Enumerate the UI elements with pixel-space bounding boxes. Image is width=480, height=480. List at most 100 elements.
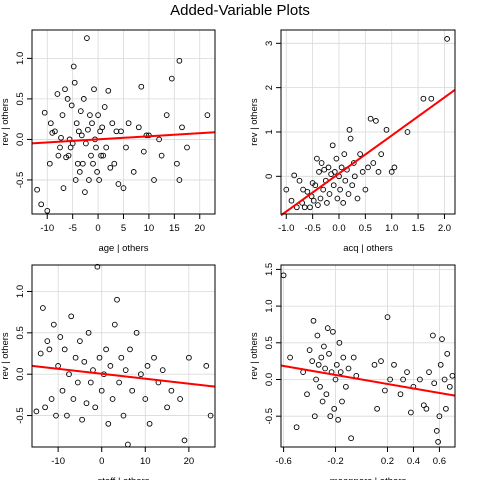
panel-4-data-point-33	[348, 435, 354, 442]
panel-1-data-point-27	[75, 128, 82, 135]
panel-2-data-point-41	[349, 182, 356, 189]
panel-1-data-point-24	[72, 177, 79, 183]
panel-3-data-point-23	[85, 329, 92, 336]
panel-3-data-point-1	[37, 350, 44, 357]
panel-4-data-point-52	[430, 332, 436, 339]
panel-3-data-point-19	[77, 338, 83, 344]
panel-1-data-point-5	[47, 120, 54, 127]
panel-4-data-point-9	[313, 376, 319, 383]
panel-3-data-point-12	[61, 346, 68, 353]
panel-1-y-tick-label-3: 1.0	[15, 52, 26, 65]
panel-2-x-tick-label-0: -1.0	[278, 223, 294, 234]
panel-2-data-point-28	[331, 169, 338, 175]
panel-4-data-point-60	[443, 405, 449, 412]
panel-1-data-point-76	[176, 177, 183, 183]
panel-3-data-point-48	[146, 420, 153, 427]
panel-3-data-point-38	[118, 354, 125, 361]
panel-1-data-point-47	[96, 177, 102, 183]
panel-4-data-point-18	[324, 325, 331, 331]
panel-1-data-point-66	[138, 83, 145, 90]
panel-3-data-point-32	[105, 420, 112, 427]
panel-3-data-point-47	[144, 363, 151, 369]
panel-4-data-point-11	[315, 361, 322, 368]
panel-3-data-point-40	[122, 367, 129, 373]
panel-3-data-point-20	[79, 416, 85, 423]
panel-1-x-tick-label-5: 15	[169, 223, 180, 234]
panel-1-data-point-10	[57, 144, 63, 151]
panel-2-data-point-56	[391, 164, 398, 171]
panel-1-data-point-13	[60, 185, 67, 191]
panel-1-data-point-11	[58, 134, 64, 141]
panel-4-y-tick-label-3: 1.0	[264, 299, 275, 312]
panel-4-data-point-15	[321, 343, 327, 350]
panel-1-data-point-55	[107, 164, 114, 171]
panel-2-x-tick-label-1: -0.5	[304, 223, 320, 234]
panel-3-data-point-41	[125, 441, 131, 448]
panel-3-data-point-31	[103, 346, 109, 353]
panel-1-data-point-20	[68, 102, 75, 109]
panel-3-data-point-10	[57, 334, 64, 340]
panel-2-data-point-17	[317, 195, 324, 202]
panel-2-y-tick-label-3: 3	[264, 41, 275, 46]
panel-3-data-point-17	[72, 354, 79, 361]
panel-1-data-point-67	[140, 148, 147, 155]
panel-3-y-tick-label-2: 0.5	[15, 326, 26, 339]
panel-1-data-point-31	[79, 160, 86, 167]
panel-3-data-point-43	[129, 387, 136, 394]
panel-1-data-point-4	[46, 160, 53, 167]
panel-2-data-point-15	[315, 202, 321, 208]
panel-3-data-point-13	[64, 412, 70, 419]
panel-2-data-point-30	[334, 195, 341, 202]
panel-1-data-point-36	[85, 126, 91, 133]
panel-4-data-point-63	[449, 372, 456, 379]
panel-2-data-point-59	[428, 95, 435, 102]
panel-1-data-point-7	[52, 128, 58, 135]
panel-1-data-point-52	[101, 104, 108, 110]
panel-3-data-point-26	[92, 404, 99, 411]
panel-3-data-point-7	[50, 321, 57, 328]
panel-2-x-tick-label-3: 0.5	[359, 223, 372, 234]
panel-2-data-point-7	[301, 204, 308, 211]
panel-1-data-point-62	[123, 144, 129, 151]
panel-2-data-point-14	[314, 155, 320, 162]
panel-4-data-point-61	[444, 350, 451, 357]
panel-2-data-point-19	[320, 186, 327, 193]
panel-2-data-point-54	[383, 126, 390, 133]
panel-3-data-point-33	[107, 363, 114, 369]
panel-2-data-point-44	[354, 195, 361, 202]
panel-2-frame	[280, 29, 456, 215]
panel-3-y-tick-label-0: -0.5	[15, 407, 26, 423]
panel-2-data-point-16	[316, 169, 322, 175]
panel-1-data-point-54	[105, 87, 112, 94]
panel-2-y-axis-label: rev | others	[249, 98, 260, 146]
panel-2-data-point-57	[404, 129, 411, 135]
panel-4-data-point-56	[436, 413, 443, 420]
panel-4-fit-line	[280, 364, 456, 397]
panel-4-data-point-27	[336, 339, 343, 346]
panel-3-data-point-42	[127, 346, 133, 353]
panel-3-data-point-54	[177, 396, 183, 402]
panel-1-data-point-34	[83, 140, 89, 147]
panel-2-y-tick-label-2: 2	[264, 85, 275, 90]
panel-1-data-point-45	[94, 169, 100, 175]
panel-4-x-tick-label-0: -0.6	[275, 456, 291, 467]
panel-2-data-point-27	[330, 182, 337, 189]
panel-4-data-point-51	[426, 369, 432, 375]
panel-2-data-point-51	[373, 118, 379, 124]
panel-1-data-point-17	[65, 152, 72, 159]
panel-4-data-point-10	[314, 332, 321, 339]
panel-4-data-point-30	[340, 354, 347, 361]
panel-3-data-point-52	[164, 404, 170, 411]
panel-2-data-point-0	[283, 186, 290, 193]
panel-1-x-tick-label-4: 10	[144, 223, 155, 234]
panel-1-data-point-74	[168, 75, 175, 82]
panel-3-data-point-18	[74, 379, 81, 386]
panel-2-data-point-8	[304, 188, 311, 195]
panel-3-data-point-28	[96, 354, 103, 361]
panel-1-data-point-38	[87, 112, 93, 118]
panel-2-data-point-53	[378, 151, 385, 157]
panel-1-data-point-2	[41, 109, 48, 116]
panel-3-data-point-0	[33, 408, 40, 415]
panel-1-data-point-29	[77, 108, 84, 114]
